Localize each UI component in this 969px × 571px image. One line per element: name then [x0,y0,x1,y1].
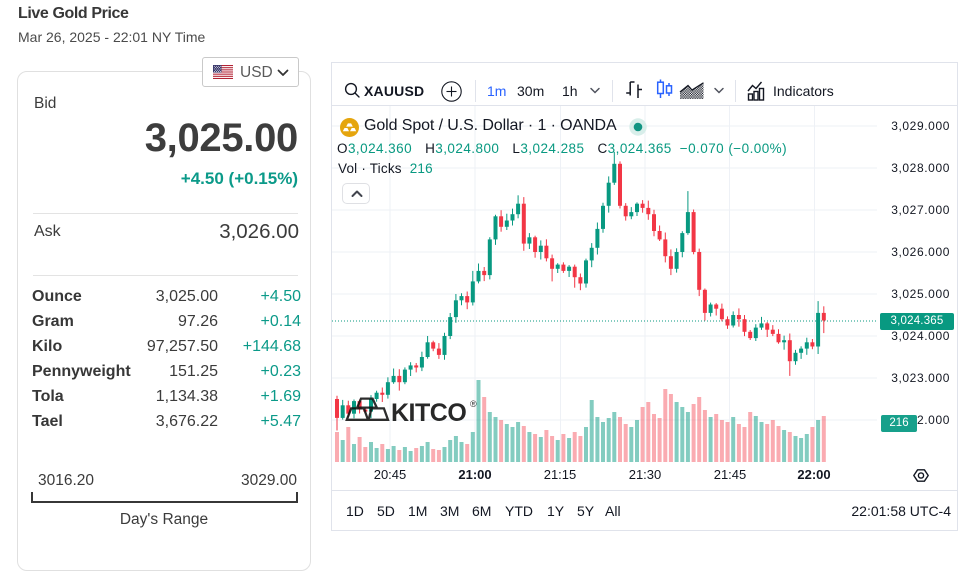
svg-text:®: ® [470,399,477,409]
svg-text:KITCO: KITCO [391,399,466,427]
